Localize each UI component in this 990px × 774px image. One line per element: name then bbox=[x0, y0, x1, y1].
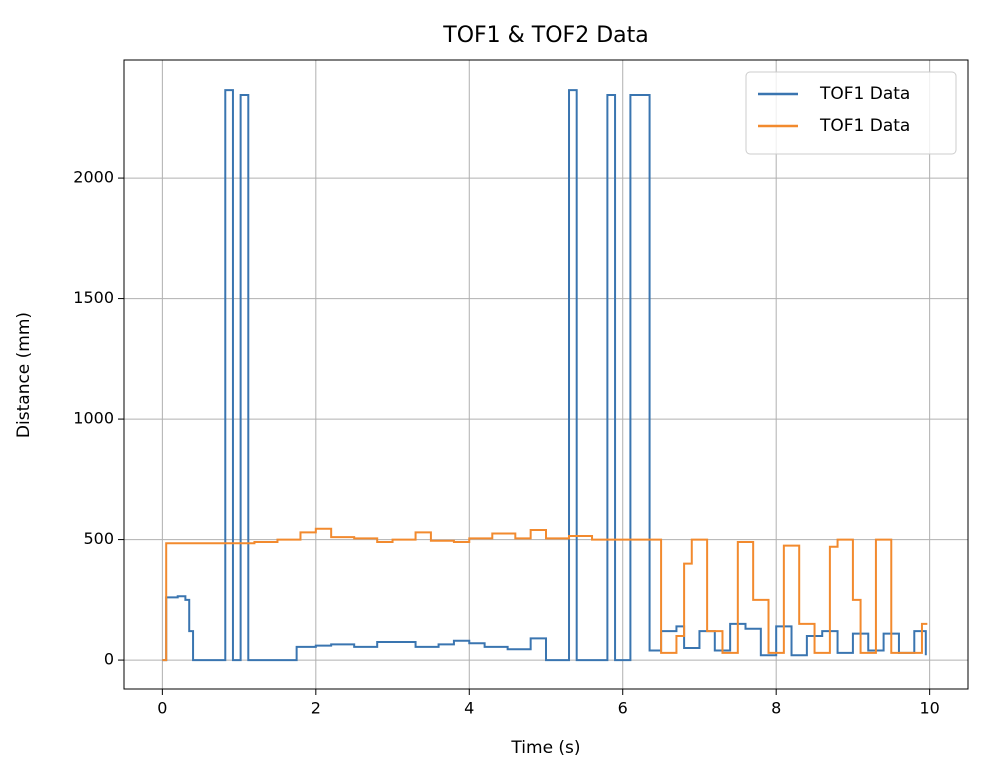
chart-title: TOF1 & TOF2 Data bbox=[442, 23, 648, 48]
x-tick-label: 2 bbox=[311, 699, 321, 718]
x-tick-label: 8 bbox=[771, 699, 781, 718]
x-tick-label: 6 bbox=[618, 699, 628, 718]
plot-frame bbox=[123, 59, 969, 690]
x-tick-label: 4 bbox=[464, 699, 474, 718]
legend-label: TOF1 Data bbox=[819, 84, 910, 104]
y-tick-label: 2000 bbox=[73, 168, 114, 187]
legend-label: TOF1 Data bbox=[819, 116, 910, 136]
series-line bbox=[162, 89, 927, 662]
y-tick-label: 1000 bbox=[73, 409, 114, 428]
series-line bbox=[162, 527, 928, 662]
legend-box bbox=[745, 71, 957, 155]
y-tick-label: 1500 bbox=[73, 288, 114, 307]
x-axis-label: Time (s) bbox=[510, 738, 580, 758]
x-tick-label: 10 bbox=[919, 699, 939, 718]
y-tick-label: 500 bbox=[83, 529, 114, 548]
y-tick-label: 0 bbox=[104, 650, 114, 669]
x-tick-label: 0 bbox=[157, 699, 167, 718]
y-axis-label: Distance (mm) bbox=[14, 312, 34, 438]
